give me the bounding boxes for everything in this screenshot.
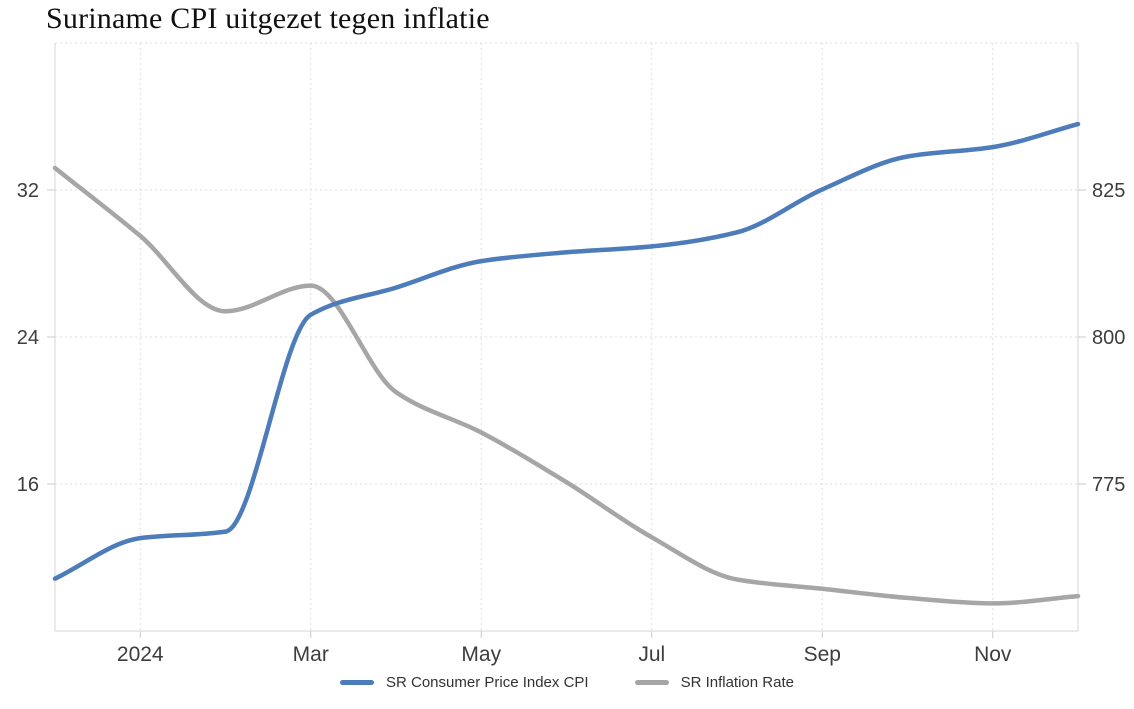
left-axis-label: 24 xyxy=(17,327,39,349)
right-axis-label: 775 xyxy=(1092,474,1125,496)
left-axis-label: 16 xyxy=(17,474,39,496)
legend-label-inflation: SR Inflation Rate xyxy=(680,674,794,691)
right-axis-label: 800 xyxy=(1092,327,1125,349)
cpi-line-swatch xyxy=(340,680,374,685)
legend-item-inflation[interactable]: SR Inflation Rate xyxy=(634,674,794,691)
inflation-line-swatch xyxy=(634,680,669,685)
legend-item-cpi[interactable]: SR Consumer Price Index CPI xyxy=(340,674,589,691)
legend: SR Consumer Price Index CPI SR Inflation… xyxy=(0,674,1134,691)
x-axis-label: May xyxy=(461,643,501,666)
left-axis-label: 32 xyxy=(17,180,39,202)
plot-area: 2024 Mar May Jul Sep Nov 16 24 32 775 800 825 xyxy=(17,42,1125,666)
cpi-line[interactable] xyxy=(52,121,1081,581)
legend-label-cpi: SR Consumer Price Index CPI xyxy=(386,674,589,691)
inflation-line[interactable] xyxy=(52,165,1081,606)
x-axis-label: Sep xyxy=(804,643,841,666)
x-axis-label: Jul xyxy=(638,643,665,666)
right-axis-label: 825 xyxy=(1092,180,1125,202)
x-axis-label: Nov xyxy=(974,643,1012,666)
x-axis-label: Mar xyxy=(293,643,329,666)
x-axis-label: 2024 xyxy=(117,643,164,666)
chart-title: Suriname CPI uitgezet tegen inflatie xyxy=(46,2,490,35)
